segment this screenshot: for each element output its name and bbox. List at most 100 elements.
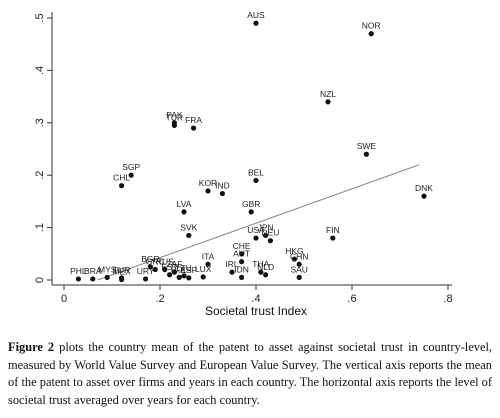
point-label: ZAF	[166, 259, 182, 269]
data-point	[167, 272, 173, 278]
point-label: LTU	[176, 263, 191, 273]
data-point	[263, 232, 269, 239]
data-point	[368, 31, 374, 37]
data-point	[162, 266, 168, 273]
data-point	[200, 274, 206, 280]
point-label: SGP	[122, 162, 140, 172]
point-label: CHL	[113, 173, 130, 183]
point-label: NOR	[362, 21, 381, 31]
point-label: NZL	[320, 89, 336, 99]
data-point	[205, 188, 211, 194]
data-point	[171, 122, 177, 129]
point-label: EST	[161, 262, 178, 272]
x-axis-title: Societal trust Index	[205, 304, 307, 318]
fitted-line	[97, 164, 420, 281]
data-point	[296, 261, 302, 267]
point-label: ESP	[180, 265, 197, 275]
point-label: IND	[215, 181, 230, 191]
point-label: SAU	[290, 264, 307, 274]
fit-line-layer	[97, 164, 420, 281]
point-label: DNK	[415, 183, 433, 193]
tick-layer: 0 .2 .4 .6 .8 0 .1 .2 .3 .4 .5	[34, 13, 453, 305]
point-label: PAK	[166, 110, 183, 120]
point-label: TUR	[166, 112, 183, 122]
data-point	[263, 272, 269, 278]
x-tick-label: .4	[251, 293, 260, 305]
data-point	[90, 276, 96, 282]
data-point	[253, 20, 259, 26]
data-point	[181, 209, 187, 215]
data-point	[104, 274, 110, 280]
data-point	[248, 209, 254, 215]
data-point	[296, 274, 302, 280]
y-tick-label: .5	[34, 13, 46, 22]
data-point	[229, 269, 235, 275]
point-label: GBR	[242, 199, 260, 209]
point-label: TUR	[113, 265, 130, 275]
data-point	[267, 238, 273, 244]
y-tick-label: .2	[34, 171, 46, 180]
data-point	[171, 269, 177, 275]
point-label: GRC	[146, 257, 165, 267]
data-point	[330, 235, 336, 241]
chart-axes	[51, 12, 452, 286]
x-tick-label: .2	[155, 293, 164, 305]
point-label: URY	[137, 266, 155, 276]
point-label: KOR	[199, 178, 217, 188]
y-tick-label: 0	[34, 277, 46, 283]
y-tick-label: .3	[34, 118, 46, 127]
y-tick-label: .1	[34, 223, 46, 232]
point-label: NLD	[257, 262, 274, 272]
data-point	[143, 276, 149, 282]
point-label: JPN	[258, 222, 274, 232]
point-label: PHL	[70, 266, 87, 276]
x-tick-label: .6	[347, 293, 356, 305]
data-point	[119, 276, 125, 283]
data-point	[239, 274, 245, 280]
data-point	[253, 235, 259, 241]
data-point	[258, 269, 264, 275]
point-label: BGR	[141, 254, 159, 264]
point-label: RUS	[156, 257, 174, 267]
data-point	[147, 264, 153, 270]
point-label: BEL	[248, 167, 264, 177]
data-point	[191, 125, 197, 131]
data-point	[253, 177, 259, 184]
point-label: LUX	[195, 264, 212, 274]
data-point	[239, 259, 245, 265]
point-label: SWE	[357, 141, 377, 151]
data-point	[325, 99, 331, 105]
point-label: AUS	[247, 10, 265, 20]
caption-text: plots the country mean of the patent to …	[8, 340, 492, 407]
point-label: CHE	[233, 241, 251, 251]
data-point	[152, 266, 158, 273]
data-point	[421, 193, 427, 199]
point-label: BRA	[84, 266, 102, 276]
data-point	[205, 261, 211, 267]
figure-caption: Figure 2 plots the country mean of the p…	[8, 339, 492, 409]
data-point	[75, 276, 81, 282]
point-label: FRA	[185, 115, 202, 125]
point-label: FIN	[326, 225, 340, 235]
point-label: DEU	[261, 228, 279, 238]
data-point	[363, 151, 369, 157]
caption-lead: Figure 2	[8, 340, 55, 354]
point-label: USA	[247, 225, 265, 235]
point-label: MEX	[112, 266, 131, 276]
data-point	[119, 183, 125, 189]
data-point	[186, 275, 192, 281]
y-tick-label: .4	[34, 66, 46, 75]
point-label: AUT	[233, 249, 250, 259]
point-label: IRL	[225, 259, 239, 269]
point-label: SVK	[180, 222, 197, 232]
data-point	[176, 274, 182, 280]
x-tick-label: 0	[61, 293, 67, 305]
data-point	[186, 232, 192, 239]
data-point	[181, 273, 187, 279]
point-label: ITA	[202, 251, 215, 261]
point-label: POL	[171, 264, 188, 274]
point-label: THA	[252, 259, 269, 269]
data-point	[128, 172, 134, 178]
